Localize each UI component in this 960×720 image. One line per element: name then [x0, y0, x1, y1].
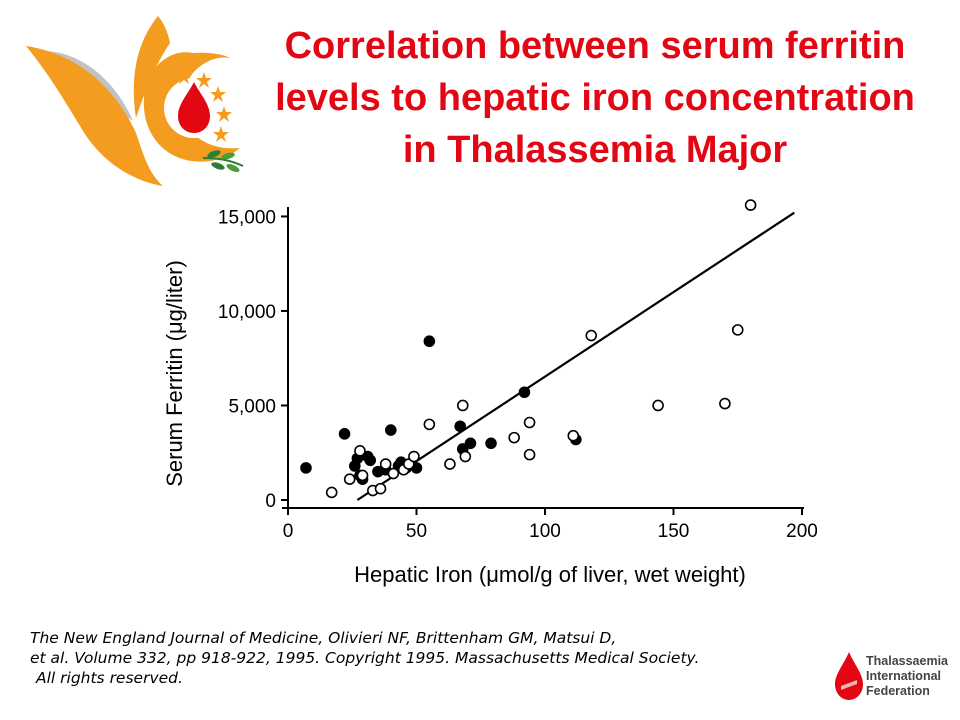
- data-point-open: [374, 482, 387, 495]
- data-point-filled: [518, 386, 531, 399]
- data-point-filled: [385, 424, 397, 436]
- x-tick-label: 50: [406, 521, 427, 542]
- data-point-open: [459, 450, 472, 463]
- dove-blood-drop-stars-logo: [26, 16, 244, 186]
- tif-wordmark: Thalassaemia International Federation: [866, 654, 948, 699]
- dove-body: [143, 52, 240, 162]
- data-point-open: [387, 467, 400, 480]
- tif-word-1: Thalassaemia: [866, 654, 948, 668]
- citation-line-3: All rights reserved.: [36, 669, 183, 687]
- y-tick-label: 0: [265, 491, 276, 512]
- tif-drop-logo: [835, 652, 863, 700]
- dove-wing-left: [26, 46, 163, 186]
- scatter-chart: 0 5,000 10,000 15,000 0 50 100 150 200 Hepatic Ir…: [162, 199, 818, 587]
- data-point-filled: [300, 462, 312, 474]
- citation-line-2: et al. Volume 332, pp 918-922, 1995. Cop…: [30, 649, 700, 667]
- tif-logo: Thalassaemia International Federation: [832, 650, 957, 705]
- data-point-open: [744, 199, 757, 211]
- title-line-1: Correlation between serum ferritin: [284, 25, 906, 67]
- data-point-open: [379, 458, 392, 470]
- data-point-open: [423, 418, 436, 431]
- citation: The New England Journal of Medicine, Oli…: [30, 628, 850, 688]
- title-line-2: levels to hepatic iron concentration: [275, 77, 915, 119]
- slide-title: Correlation between serum ferritin level…: [235, 20, 955, 176]
- stars: [176, 68, 232, 142]
- data-point-open: [343, 473, 356, 486]
- data-point-open: [719, 397, 731, 410]
- x-tick-label: 100: [529, 521, 561, 542]
- tif-word-3: Federation: [866, 684, 930, 698]
- x-tick-label: 200: [786, 521, 818, 542]
- data-point-filled: [423, 335, 436, 348]
- olive-branch: [202, 150, 244, 173]
- data-point-open: [652, 399, 664, 412]
- y-tick-label: 5,000: [228, 396, 276, 417]
- dove-wing-upper: [133, 16, 170, 118]
- data-point-open: [508, 431, 520, 444]
- y-tick-label: 10,000: [218, 302, 276, 323]
- citation-line-1: The New England Journal of Medicine, Oli…: [30, 629, 617, 647]
- y-tick-label: 15,000: [218, 207, 276, 228]
- data-point-open: [325, 486, 338, 499]
- x-axis-label: Hepatic Iron (μmol/g of liver, wet weigh…: [354, 562, 746, 587]
- data-point-open: [354, 445, 366, 457]
- regression-line: [356, 211, 795, 501]
- data-point-open: [444, 458, 456, 470]
- data-point-filled: [454, 420, 466, 433]
- data-point-open: [567, 429, 580, 442]
- data-point-filled: [485, 437, 497, 450]
- data-point-open: [523, 416, 536, 429]
- data-point-open: [585, 329, 598, 342]
- data-point-filled: [338, 428, 351, 440]
- y-axis-label: Serum Ferritin (μg/liter): [162, 260, 187, 487]
- data-point-open: [731, 324, 744, 336]
- data-point-open: [523, 448, 536, 461]
- blood-drop: [178, 82, 210, 133]
- title-line-3: in Thalassemia Major: [402, 129, 788, 171]
- x-tick-label: 150: [658, 521, 690, 542]
- data-point-filled: [464, 437, 477, 450]
- x-tick-label: 0: [283, 521, 294, 542]
- data-point-open: [456, 399, 469, 412]
- data-point-open: [408, 450, 420, 463]
- tif-word-2: International: [866, 669, 942, 683]
- data-point-filled: [364, 454, 377, 467]
- data-point-open: [356, 469, 369, 482]
